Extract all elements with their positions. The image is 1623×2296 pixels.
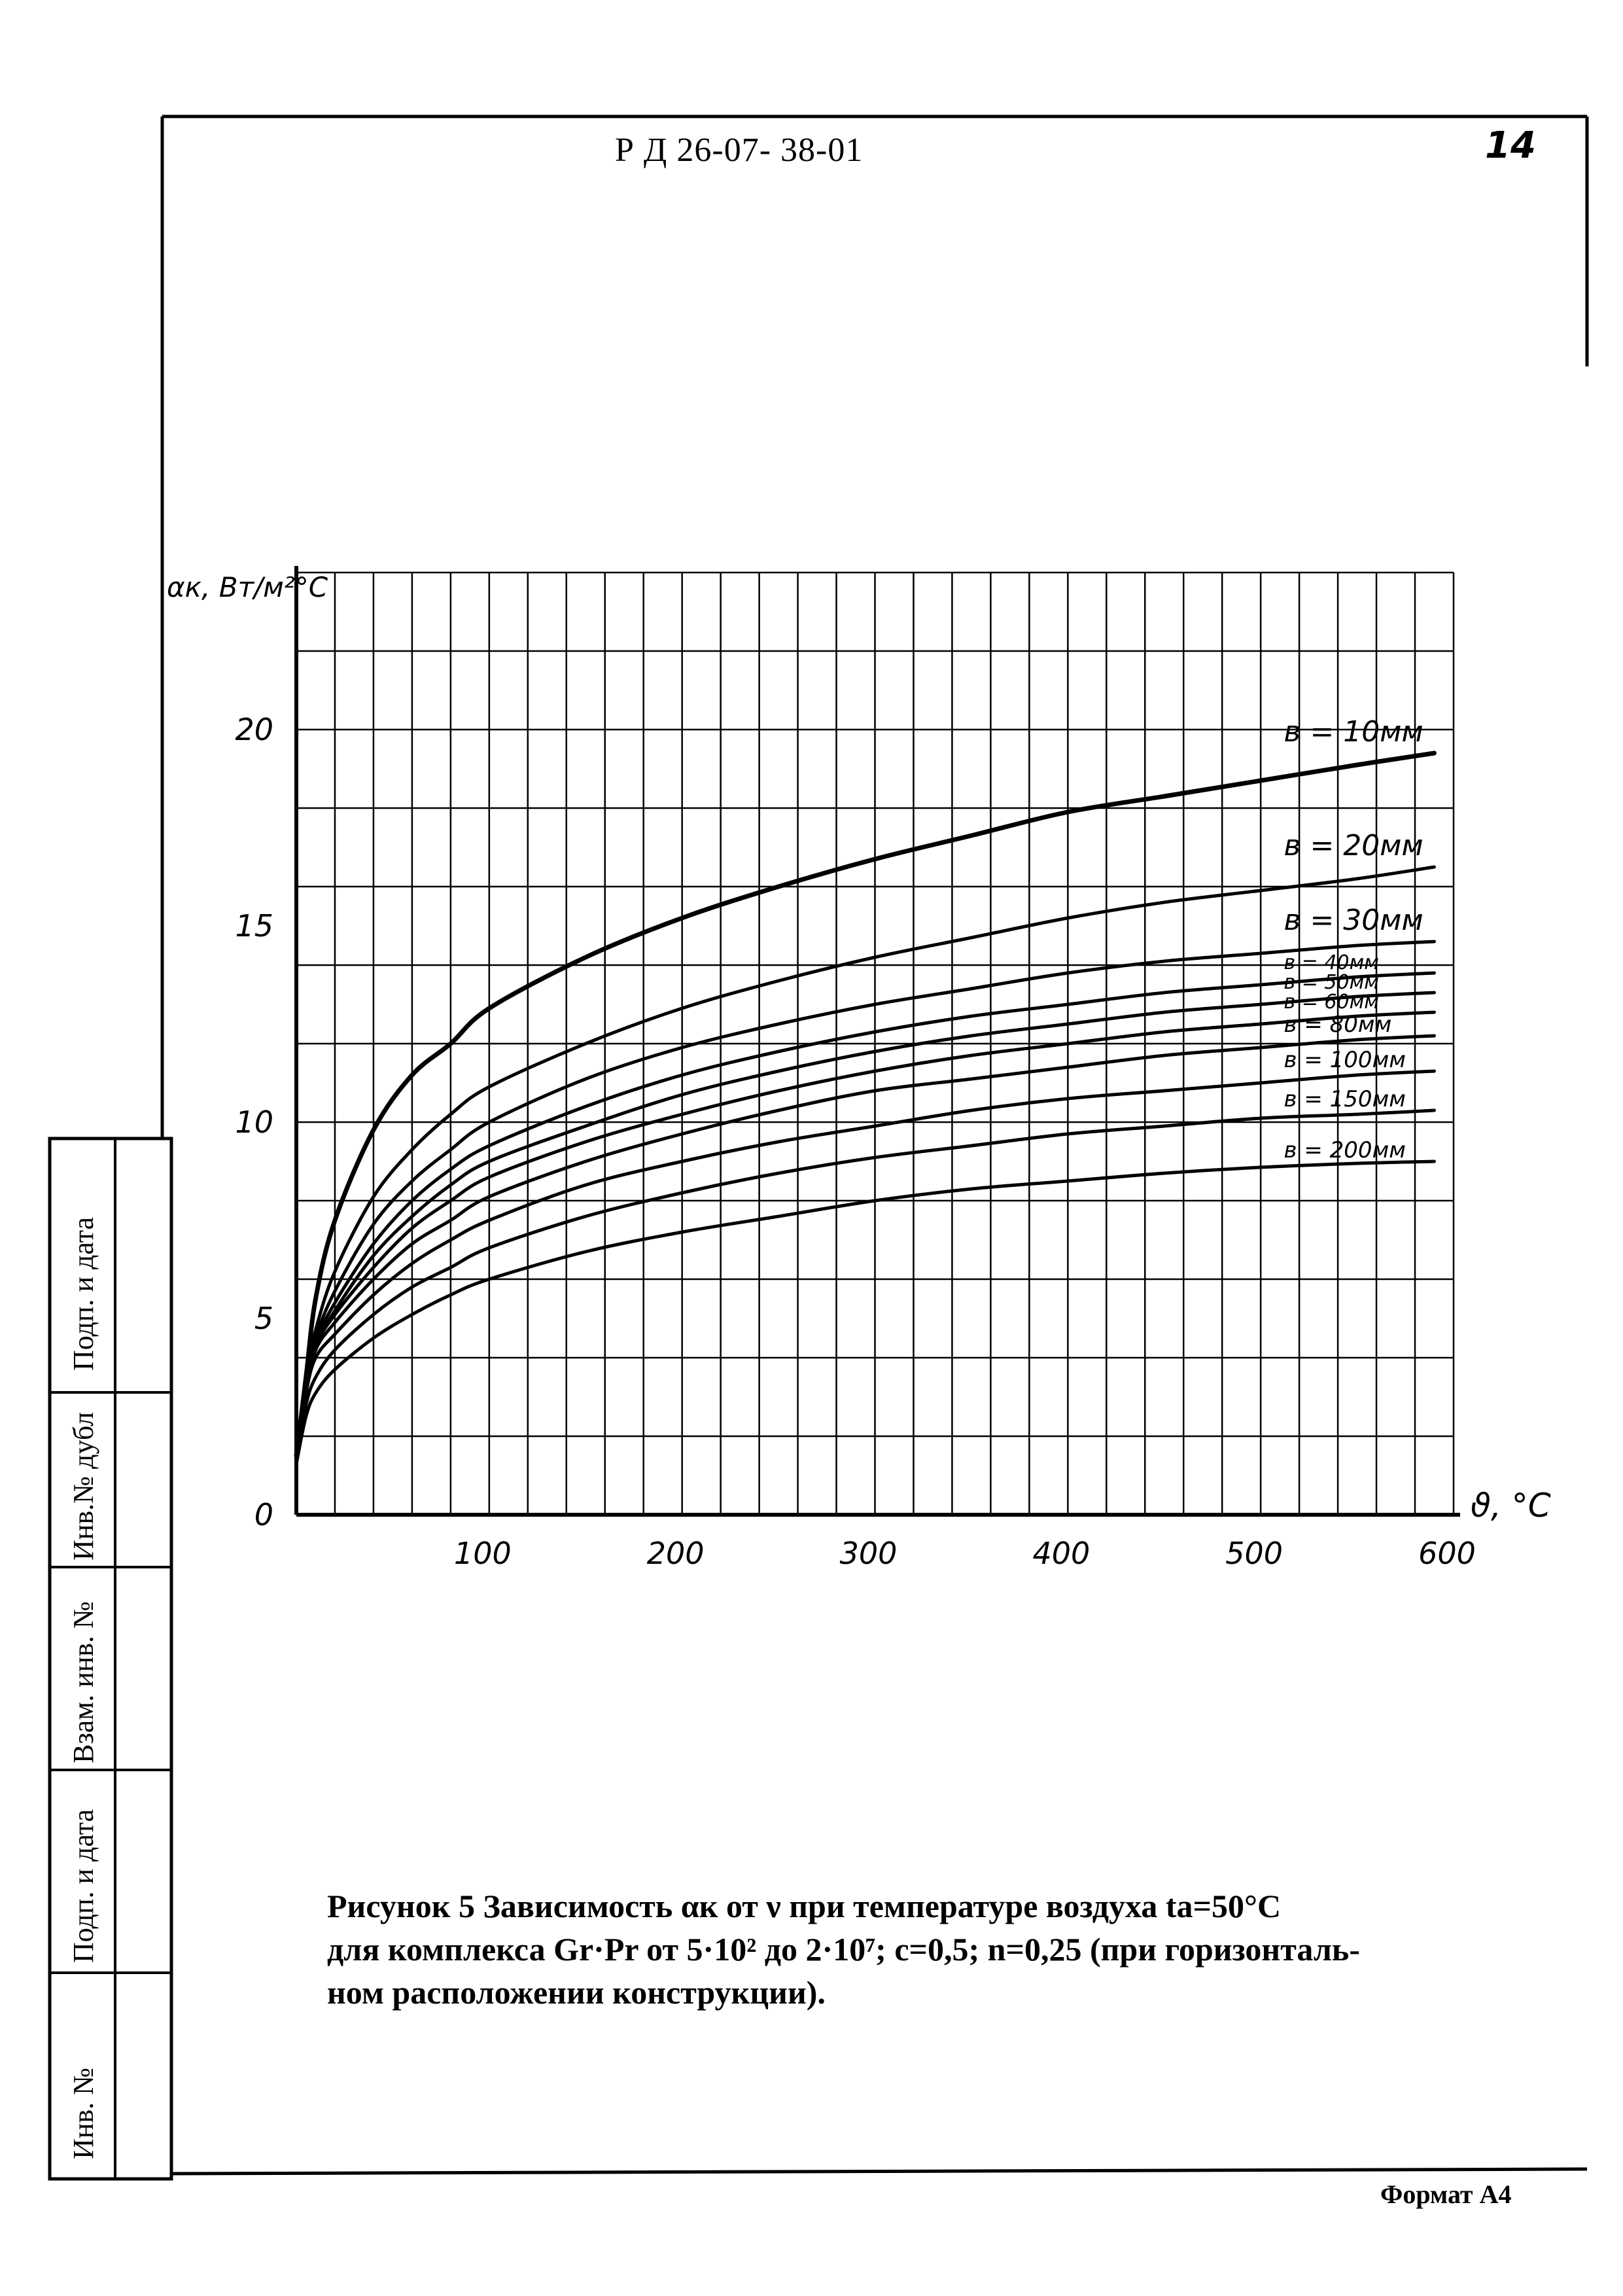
x-tick-label: 200 xyxy=(647,1536,705,1571)
frame-bottom-line xyxy=(171,2167,1588,2176)
series-line xyxy=(294,1108,1436,1462)
x-tick-label: 400 xyxy=(1032,1536,1090,1571)
series-line xyxy=(294,991,1436,1458)
figure-caption: Рисунок 5 Зависимость αк от ν при темпер… xyxy=(327,1884,1505,2014)
series-line xyxy=(294,865,1436,1458)
series-label: в = 150мм xyxy=(1284,1086,1406,1112)
chart-series xyxy=(294,751,1437,1466)
y-tick-label: 5 xyxy=(254,1301,273,1336)
chart-ticks: 0 5 10 15 20 100 200 300 400 500 600 xyxy=(235,712,1475,1571)
page-number: 14 xyxy=(1485,124,1536,167)
y-tick-label: 10 xyxy=(235,1104,273,1140)
y-axis-label: αк, Вт/м²°С xyxy=(167,571,328,603)
caption-line-2: для комплекса Gr·Pr от 5·10² до 2·10⁷; c… xyxy=(327,1931,1360,1968)
series-label: в = 100мм xyxy=(1284,1047,1406,1073)
caption-line-1: Рисунок 5 Зависимость αк от ν при темпер… xyxy=(327,1888,1282,1924)
x-axis-label: ϑ, °С xyxy=(1471,1487,1551,1525)
x-tick-label: 300 xyxy=(840,1536,898,1571)
document-code: Р Д 26-07- 38-01 xyxy=(615,132,864,169)
y-tick-label: 0 xyxy=(254,1497,273,1532)
series-line xyxy=(294,1159,1436,1466)
series-line xyxy=(294,1069,1436,1458)
series-label: в = 20мм xyxy=(1284,829,1423,862)
chart-grid xyxy=(295,571,1455,1516)
series-label: в = 10мм xyxy=(1284,715,1423,749)
caption-line-3: ном расположении конструкции). xyxy=(327,1974,826,2011)
series-line xyxy=(294,751,1437,1458)
series-label: в = 30мм xyxy=(1284,904,1423,937)
x-tick-label: 600 xyxy=(1418,1536,1476,1571)
side-stamp-box xyxy=(48,1137,173,2181)
x-tick-label: 500 xyxy=(1225,1536,1283,1571)
x-tick-label: 100 xyxy=(454,1536,512,1571)
series-line xyxy=(294,1010,1436,1458)
y-tick-label: 15 xyxy=(235,908,273,944)
format-label: Формат А4 xyxy=(1380,2180,1512,2209)
series-line xyxy=(294,1034,1436,1458)
chart-axes xyxy=(294,566,1460,1517)
series-line xyxy=(294,971,1436,1458)
series-label: в = 50мм xyxy=(1284,971,1379,994)
y-tick-label: 20 xyxy=(235,712,273,747)
series-label: в = 80мм xyxy=(1284,1012,1392,1038)
series-label: в = 60мм xyxy=(1284,991,1379,1014)
series-label: в = 200мм xyxy=(1284,1137,1406,1163)
series-label: в = 40мм xyxy=(1284,951,1379,974)
series-line xyxy=(294,940,1436,1458)
